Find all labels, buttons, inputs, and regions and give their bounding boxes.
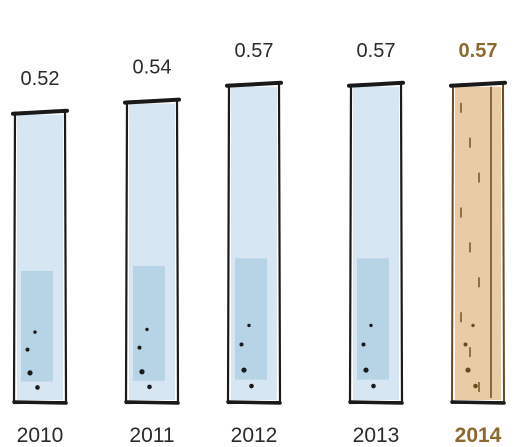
ink-dot	[33, 330, 37, 334]
bar-2013	[347, 80, 405, 405]
value-label-2013: 0.57	[357, 40, 396, 62]
bar-top-stroke	[347, 80, 405, 88]
ink-dot	[473, 383, 478, 389]
ink-dot	[361, 342, 366, 347]
bar-bottom-stroke	[12, 400, 68, 405]
bar-fill	[455, 86, 501, 401]
bar-2014	[449, 80, 507, 405]
category-label-2013: 2013	[353, 424, 400, 447]
ink-dot	[463, 342, 468, 347]
ink-dot	[369, 323, 373, 328]
category-label-2014: 2014	[455, 424, 502, 447]
ink-dot	[371, 383, 376, 389]
bar-fill-shade	[21, 270, 53, 382]
bar-bottom-stroke	[348, 400, 404, 405]
ink-dot	[27, 370, 33, 376]
category-label-2010: 2010	[17, 424, 64, 447]
ink-dot	[471, 323, 475, 328]
ink-dot	[35, 385, 40, 390]
bar-top-stroke	[123, 97, 181, 105]
ink-dot	[241, 367, 247, 373]
category-label-2012: 2012	[231, 424, 278, 447]
ink-dot	[363, 367, 369, 373]
ink-dot	[247, 323, 251, 328]
value-label-2012: 0.57	[235, 40, 274, 62]
bar-2010	[11, 108, 69, 405]
bars-group	[11, 80, 507, 405]
value-label-2010: 0.52	[21, 68, 60, 90]
ink-dot	[145, 327, 149, 332]
value-labels-group: 0.52 0.54 0.57 0.57 0.57	[21, 40, 498, 90]
ink-dot	[249, 383, 254, 389]
bar-fill-shade	[357, 258, 389, 380]
value-label-2011: 0.54	[133, 57, 172, 79]
ink-dot	[465, 367, 471, 373]
ink-dot	[147, 384, 152, 390]
bar-fill-shade	[133, 265, 165, 381]
ink-dot	[25, 347, 30, 352]
bar-bottom-stroke	[226, 400, 282, 405]
bar-bottom-stroke	[124, 400, 180, 405]
bar-fill-shade	[235, 258, 267, 380]
ink-dot	[239, 342, 244, 347]
category-labels-group: 2010 2011 2012 2013 2014	[17, 424, 502, 447]
bar-bottom-stroke	[450, 400, 506, 405]
bar-top-stroke	[225, 80, 283, 88]
bar-2012	[225, 80, 283, 405]
ink-dot	[139, 369, 145, 375]
ink-dot	[137, 345, 142, 350]
bar-top-stroke	[449, 80, 507, 88]
bar-top-stroke	[11, 108, 69, 116]
category-label-2011: 2011	[129, 424, 174, 447]
bar-2011	[123, 97, 181, 405]
value-label-2014: 0.57	[459, 40, 498, 62]
